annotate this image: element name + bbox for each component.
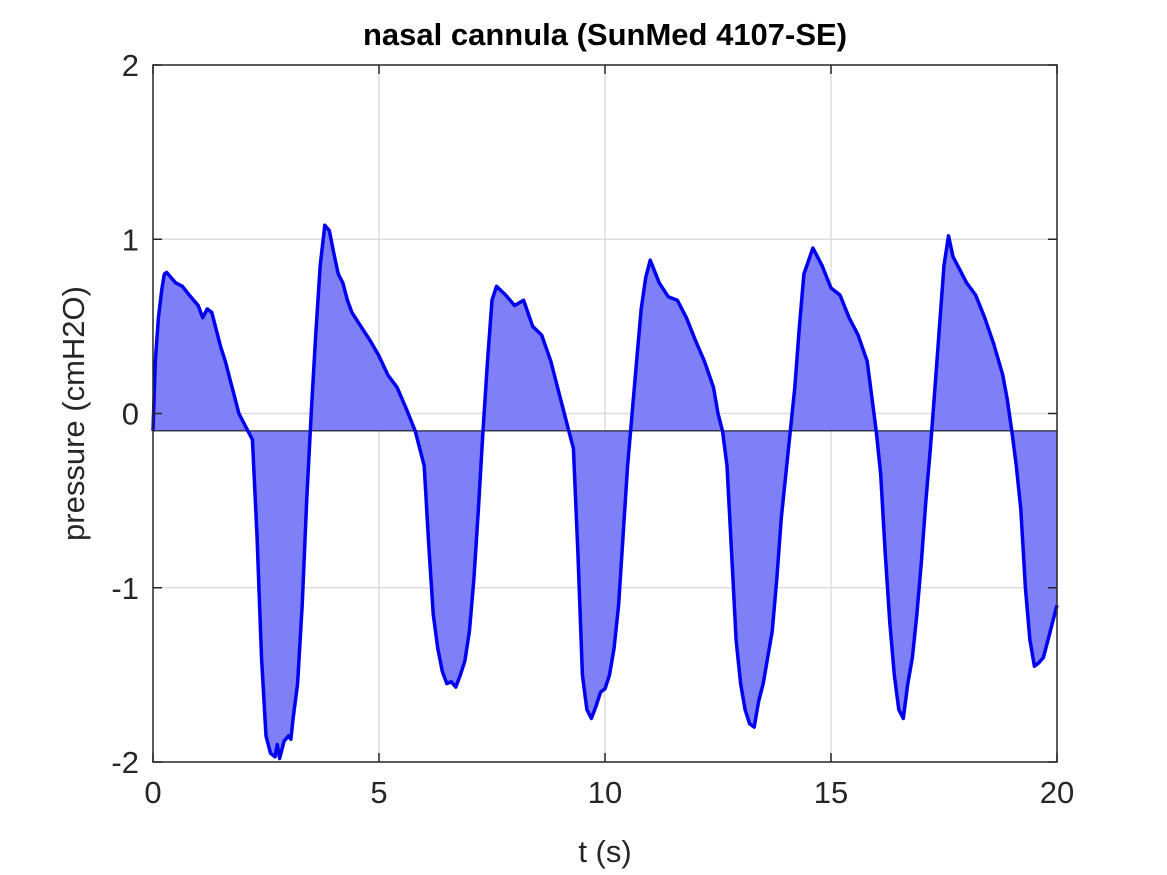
data-series bbox=[151, 223, 1059, 761]
chart-title: nasal cannula (SunMed 4107-SE) bbox=[363, 17, 847, 52]
x-tick-label: 20 bbox=[1040, 775, 1074, 810]
x-tick-label: 0 bbox=[144, 775, 161, 810]
axis-ticks: 0 5 10 15 20 -2 -1 0 1 2 bbox=[111, 48, 1074, 810]
x-tick-label: 5 bbox=[370, 775, 387, 810]
x-axis-label: t (s) bbox=[578, 834, 631, 869]
x-tick-label: 15 bbox=[814, 775, 848, 810]
y-axis-label: pressure (cmH2O) bbox=[56, 286, 91, 541]
series-line bbox=[151, 223, 1059, 761]
y-tick-label: 0 bbox=[122, 397, 139, 432]
x-tick-label: 10 bbox=[588, 775, 622, 810]
y-tick-label: 1 bbox=[122, 222, 139, 257]
y-tick-label: -1 bbox=[111, 571, 139, 606]
y-tick-label: -2 bbox=[111, 745, 139, 780]
y-tick-label: 2 bbox=[122, 48, 139, 83]
